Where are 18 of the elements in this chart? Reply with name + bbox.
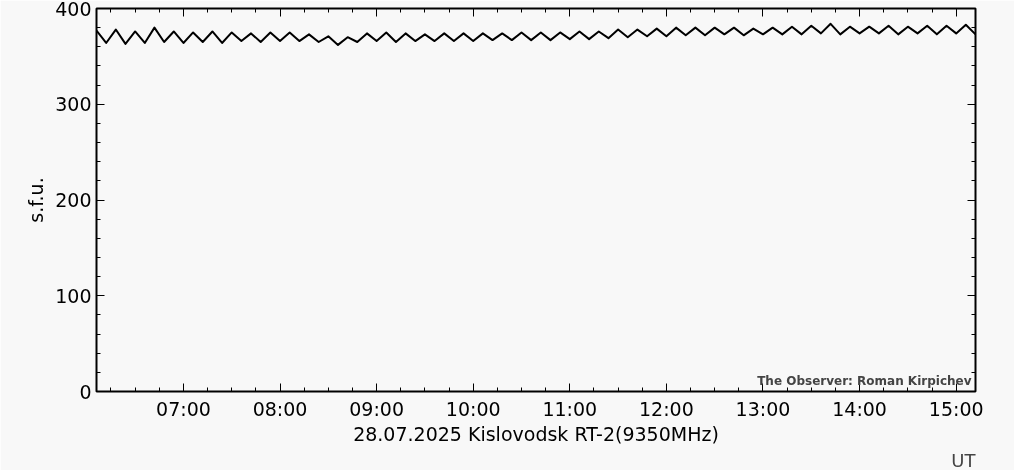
x-tick-label: 09:00: [349, 397, 405, 420]
annotation: The Observer: Roman Kirpichev: [757, 373, 972, 388]
x-tick-label: 11:00: [542, 397, 598, 420]
y-axis-title: s.f.u.: [25, 177, 48, 223]
y-tick-label: 400: [55, 0, 92, 20]
x-tick-label: 07:00: [156, 397, 211, 420]
y-tick-label: 300: [55, 93, 92, 116]
x-tick-label: 12:00: [639, 397, 694, 420]
x-tick-label: 13:00: [735, 397, 791, 420]
x-tick-label: 14:00: [832, 397, 887, 420]
x-axis-title: 28.07.2025 Kislovodsk RT-2(9350MHz): [353, 422, 719, 445]
x-tick-label: 10:00: [445, 397, 501, 420]
text: UT: [951, 449, 977, 470]
x-tick-label: 15:00: [928, 397, 984, 420]
y-tick-label: 100: [55, 284, 92, 307]
y-tick-label: 200: [55, 189, 92, 211]
y-tick-label: 0: [79, 380, 92, 403]
x-tick-label: 08:00: [252, 397, 308, 420]
